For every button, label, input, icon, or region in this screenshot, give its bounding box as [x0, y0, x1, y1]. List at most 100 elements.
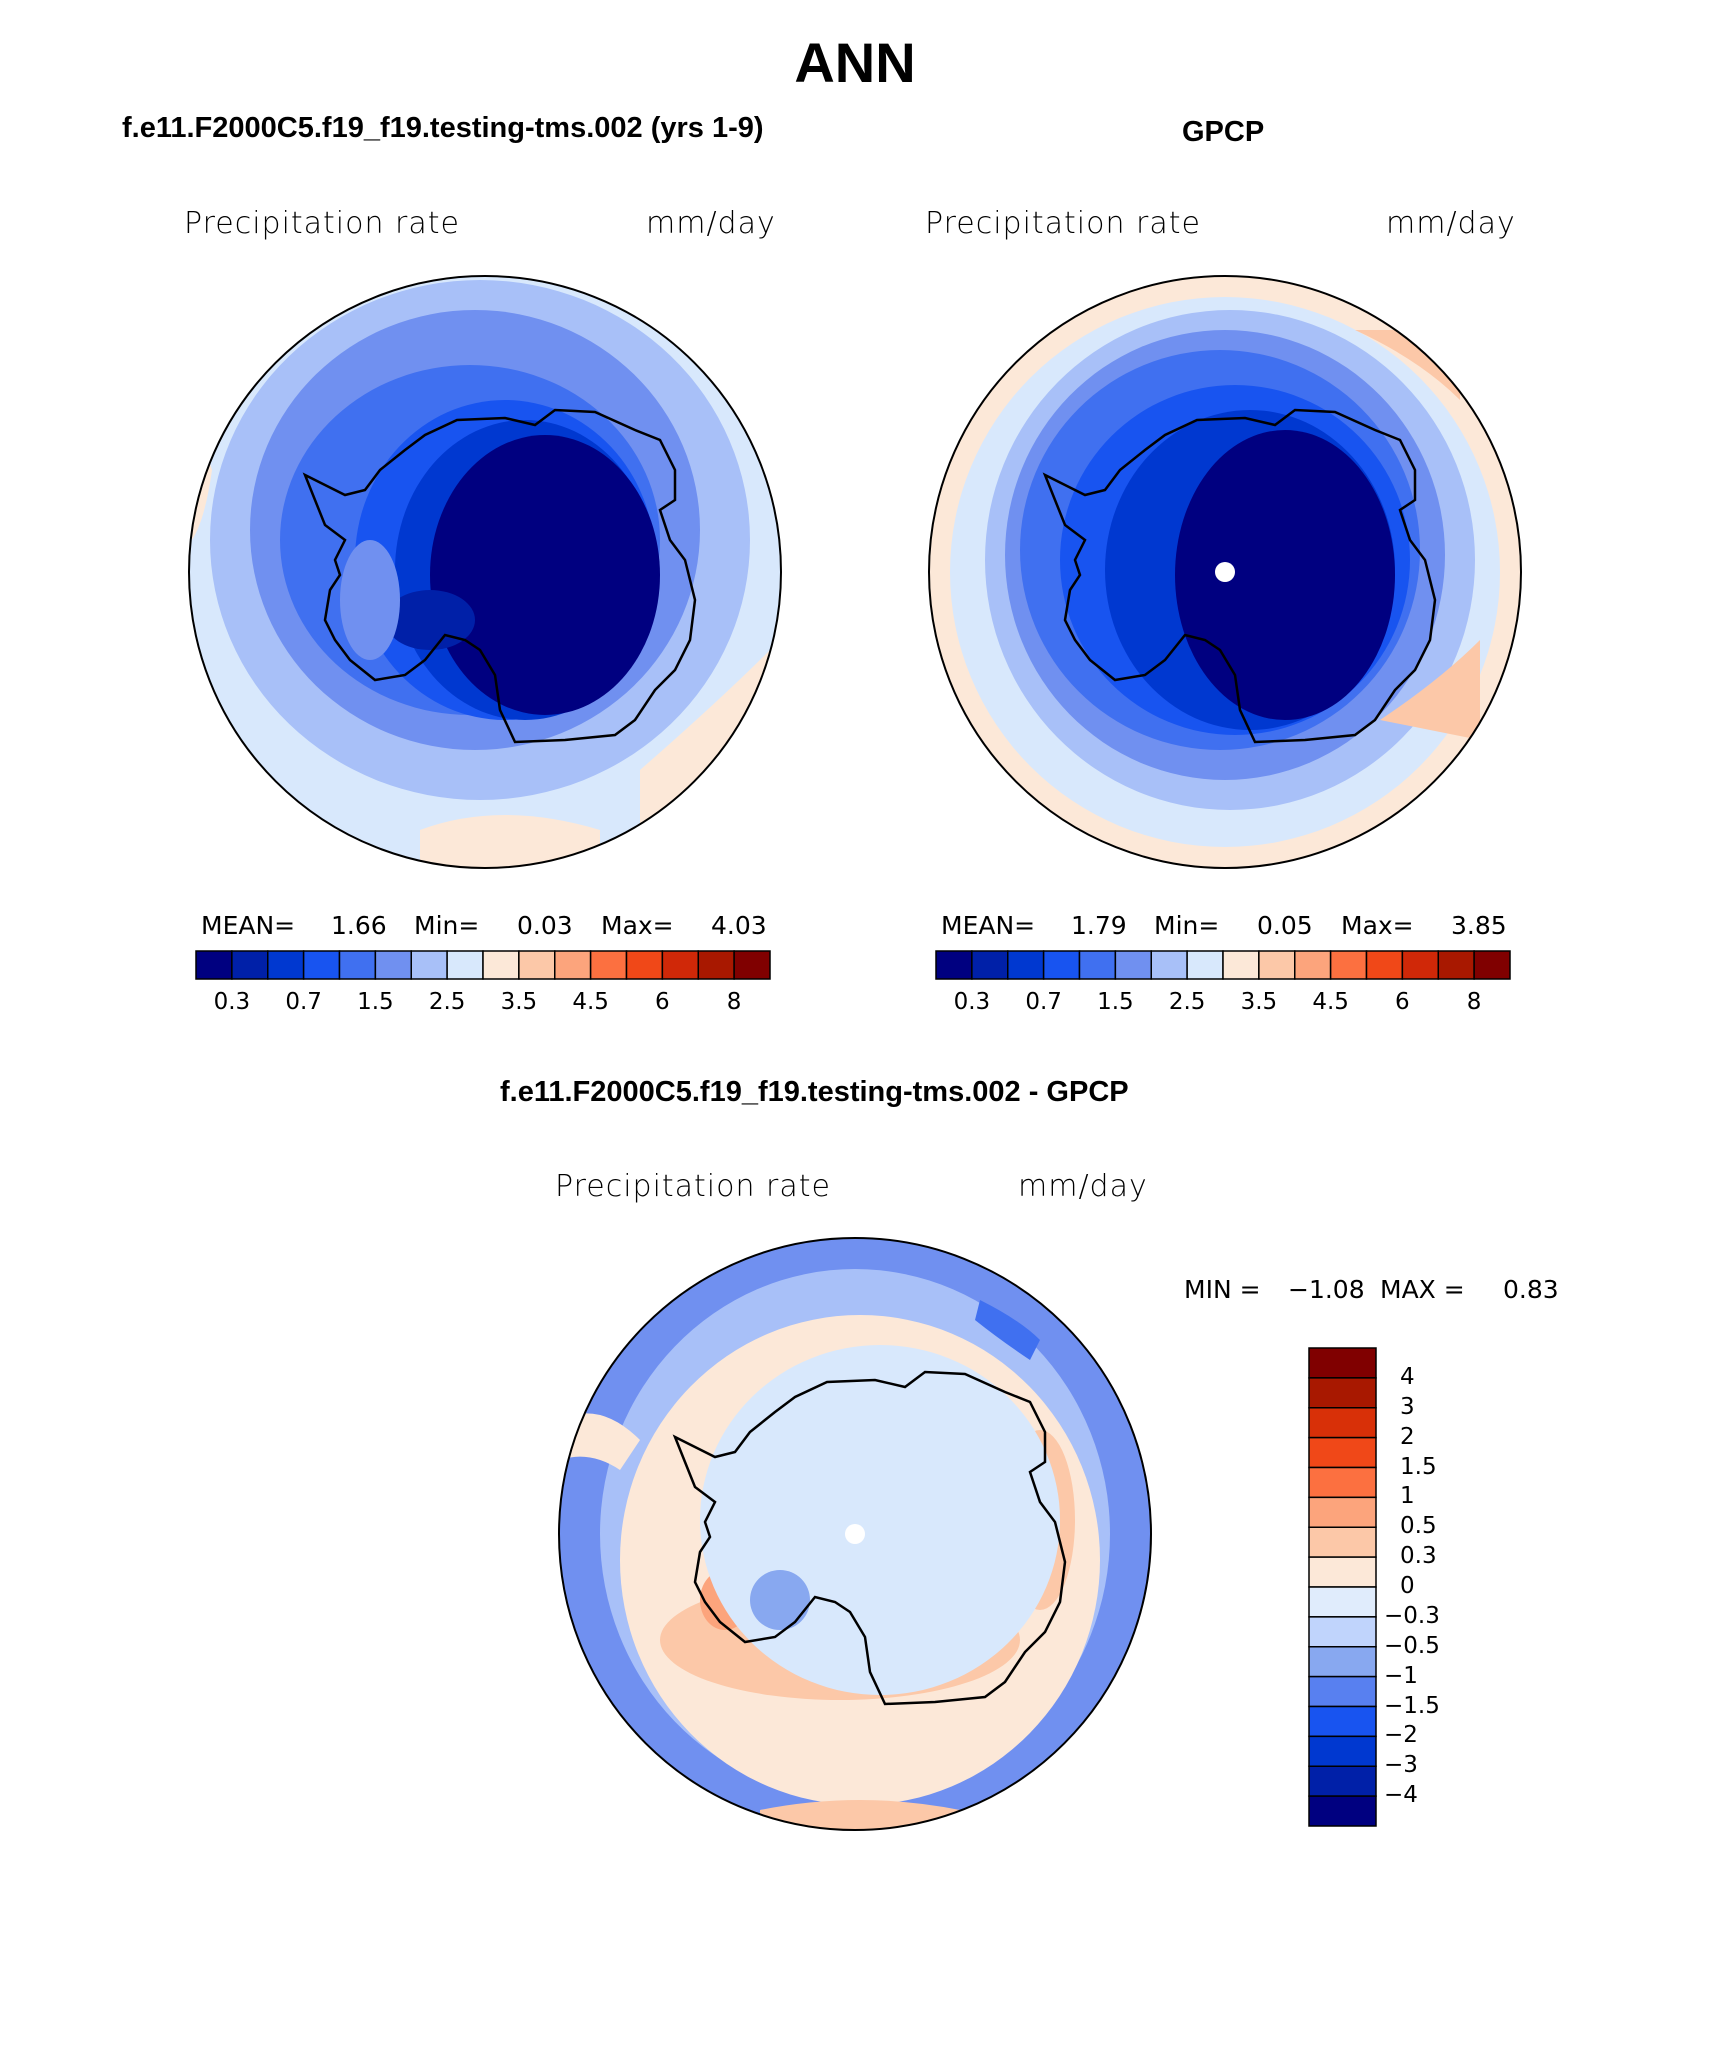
diff-colorbar — [1308, 1347, 1377, 1827]
diff-colorbar-swatch — [1308, 1586, 1377, 1618]
model-colorbar-swatch — [589, 950, 628, 980]
obs-variable-label: Precipitation rate — [925, 206, 1201, 241]
diff-colorbar-swatch — [1308, 1407, 1377, 1439]
diff-colorbar-swatch — [1308, 1735, 1377, 1767]
model-colorbar-tick-label: 0.3 — [213, 989, 251, 1015]
obs-mean-value: 1.79 — [1071, 911, 1127, 940]
model-max-value: 4.03 — [711, 911, 767, 940]
obs-colorbar-swatch — [971, 950, 1009, 980]
model-units-label: mm/day — [646, 206, 776, 241]
obs-colorbar-swatch — [935, 950, 973, 980]
diff-colorbar-tick-label: 1.5 — [1400, 1453, 1437, 1480]
figure-title: ANN — [794, 31, 916, 94]
model-colorbar-swatch — [554, 950, 592, 980]
diff-min-value: −1.08 — [1288, 1275, 1365, 1304]
model-colorbar-tick-label: 1.5 — [357, 989, 394, 1015]
model-colorbar-swatch — [446, 950, 484, 980]
diff-colorbar-swatch — [1308, 1765, 1377, 1797]
model-colorbar-swatch — [625, 950, 664, 980]
obs-colorbar-tick-label: 8 — [1466, 989, 1482, 1015]
diff-colorbar-swatch — [1308, 1526, 1377, 1558]
diff-colorbar-tick-label: 0.5 — [1400, 1513, 1437, 1540]
model-colorbar-swatch — [410, 950, 448, 980]
obs-colorbar-swatch — [1329, 950, 1368, 980]
diff-panel-title: f.e11.F2000C5.f19_f19.testing-tms.002 - … — [500, 1076, 1129, 1108]
diff-colorbar-swatch — [1308, 1646, 1377, 1678]
obs-colorbar-swatch — [1007, 950, 1045, 980]
diff-variable-label: Precipitation rate — [555, 1169, 831, 1204]
model-colorbar-swatch — [267, 950, 305, 980]
diff-colorbar-tick-label: −0.3 — [1384, 1602, 1440, 1629]
obs-colorbar-tick-label: 1.5 — [1097, 989, 1134, 1015]
model-variable-label: Precipitation rate — [184, 206, 460, 241]
diff-colorbar-tick-label: −3 — [1384, 1752, 1418, 1779]
obs-colorbar-swatch — [1114, 950, 1152, 980]
model-min-value: 0.03 — [517, 911, 573, 940]
model-colorbar-swatch — [697, 950, 735, 980]
model-mean-value: 1.66 — [331, 911, 387, 940]
obs-colorbar-swatch — [1258, 950, 1296, 980]
obs-colorbar-swatch — [1473, 950, 1511, 980]
diff-colorbar-swatch — [1308, 1675, 1377, 1708]
diff-map-border — [558, 1237, 1152, 1831]
model-colorbar-tick-label: 6 — [655, 989, 670, 1015]
obs-colorbar — [935, 950, 1511, 980]
model-mean-label: MEAN= — [201, 911, 296, 940]
diff-colorbar-swatch — [1308, 1466, 1377, 1499]
model-panel-title: f.e11.F2000C5.f19_f19.testing-tms.002 (y… — [122, 112, 764, 144]
model-colorbar-swatch — [518, 950, 556, 980]
obs-min-label: Min= — [1154, 911, 1220, 940]
diff-colorbar-swatch — [1308, 1496, 1377, 1528]
obs-max-label: Max= — [1341, 911, 1414, 940]
diff-colorbar-tick-label: −1.5 — [1384, 1692, 1440, 1719]
obs-units-label: mm/day — [1386, 206, 1516, 241]
obs-max-value: 3.85 — [1451, 911, 1507, 940]
obs-colorbar-swatch — [1186, 950, 1224, 980]
model-colorbar-swatch — [733, 950, 771, 980]
diff-colorbar-swatch — [1308, 1377, 1377, 1409]
model-colorbar-swatch — [302, 950, 341, 980]
diff-max-label: MAX = — [1380, 1275, 1465, 1304]
obs-colorbar-swatch — [1401, 950, 1439, 980]
diff-colorbar-swatch — [1308, 1436, 1377, 1469]
diff-colorbar-swatch — [1308, 1705, 1377, 1738]
diff-colorbar-swatch — [1308, 1616, 1377, 1648]
obs-colorbar-swatch — [1150, 950, 1188, 980]
diff-units-label: mm/day — [1018, 1169, 1148, 1204]
model-colorbar-swatch — [661, 950, 699, 980]
diff-colorbar-swatch — [1308, 1795, 1377, 1827]
diff-colorbar-tick-label: −0.5 — [1384, 1632, 1440, 1659]
obs-colorbar-tick-label: 2.5 — [1168, 989, 1206, 1015]
obs-colorbar-swatch — [1222, 950, 1260, 980]
diff-colorbar-tick-label: 1 — [1400, 1483, 1415, 1510]
obs-colorbar-tick-label: 4.5 — [1312, 989, 1349, 1015]
model-colorbar-tick-label: 8 — [726, 989, 742, 1015]
diff-colorbar-swatch — [1308, 1556, 1377, 1588]
diff-pole-mask — [845, 1524, 865, 1544]
model-min-label: Min= — [414, 911, 480, 940]
model-colorbar-swatch — [374, 950, 412, 980]
model-max-label: Max= — [601, 911, 674, 940]
diff-colorbar-tick-label: 0 — [1400, 1573, 1415, 1599]
obs-colorbar-tick-label: 6 — [1395, 989, 1410, 1015]
obs-min-value: 0.05 — [1257, 911, 1313, 940]
model-colorbar — [195, 950, 771, 980]
diff-colorbar-tick-label: 4 — [1400, 1363, 1415, 1390]
diff-colorbar-tick-label: 3 — [1400, 1393, 1415, 1420]
obs-colorbar-swatch — [1294, 950, 1332, 980]
obs-colorbar-swatch — [1042, 950, 1081, 980]
diff-colorbar-tick-label: −4 — [1384, 1782, 1418, 1809]
model-map-border — [188, 275, 782, 869]
obs-colorbar-swatch — [1078, 950, 1117, 980]
obs-panel-title: GPCP — [1182, 116, 1265, 148]
diff-colorbar-tick-label: −2 — [1384, 1722, 1418, 1749]
obs-colorbar-swatch — [1365, 950, 1404, 980]
model-colorbar-swatch — [195, 950, 233, 980]
diff-min-label: MIN = — [1184, 1275, 1261, 1304]
obs-colorbar-tick-label: 0.7 — [1025, 989, 1062, 1015]
model-colorbar-swatch — [338, 950, 377, 980]
model-colorbar-tick-label: 0.7 — [285, 989, 322, 1015]
diff-colorbar-swatch — [1308, 1347, 1377, 1379]
obs-colorbar-tick-label: 3.5 — [1240, 989, 1278, 1015]
